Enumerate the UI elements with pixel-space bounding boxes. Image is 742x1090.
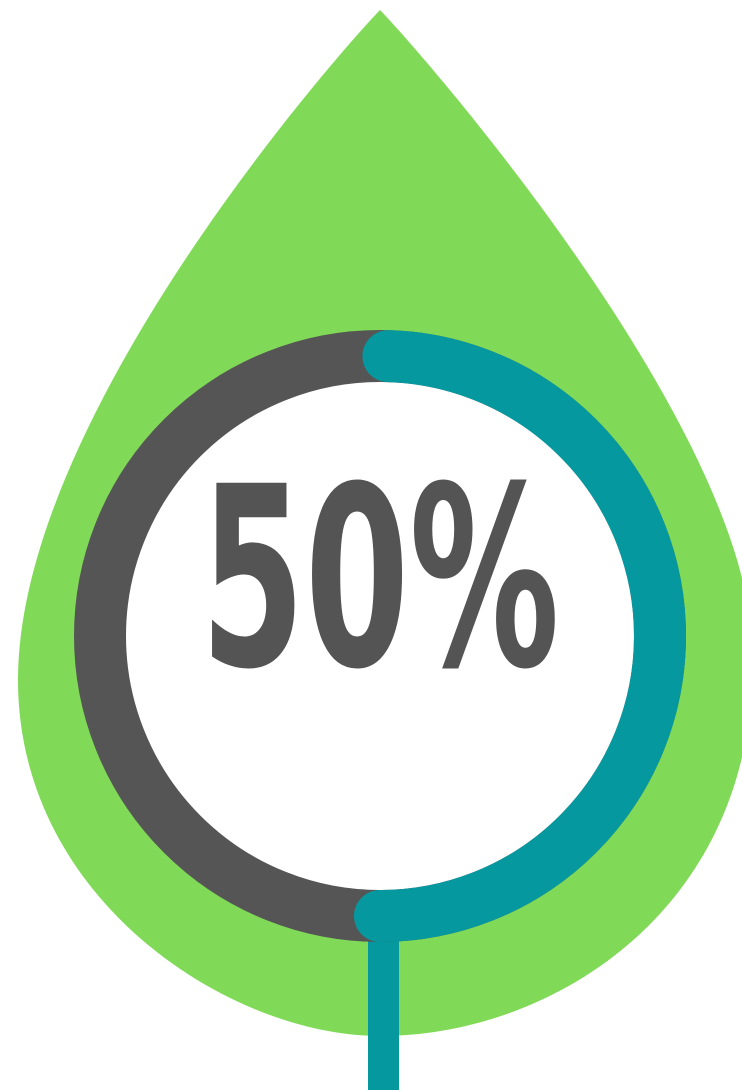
gauge [74,330,686,942]
gauge-fill [354,330,686,942]
value-label: 50% [200,433,559,724]
stem [368,930,399,1090]
ring-center [124,380,636,892]
